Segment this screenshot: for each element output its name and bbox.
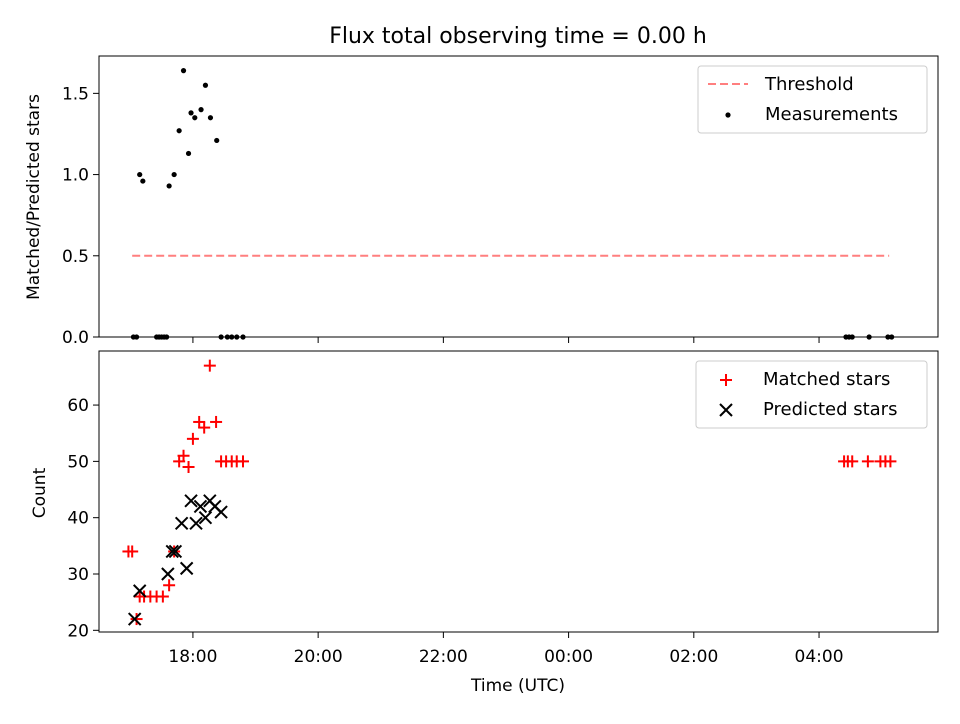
bottom-x-tick-label: 04:00 <box>795 647 844 667</box>
legend-matched-swatch <box>720 374 732 386</box>
measurement-point <box>166 183 172 189</box>
matched-star-point <box>156 590 169 603</box>
measurement-point <box>229 334 235 340</box>
predicted-star-point <box>189 516 203 531</box>
top-y-tick-label: 0.5 <box>62 247 89 267</box>
measurement-point <box>885 334 891 340</box>
top-y-tick-label: 0.0 <box>62 328 89 348</box>
matched-star-point <box>198 421 211 434</box>
matched-star-point <box>126 545 139 558</box>
predicted-star-point <box>127 612 142 626</box>
predicted-star-point <box>198 510 213 525</box>
top-legend: Threshold Measurements <box>697 65 928 134</box>
top-x-axis <box>192 337 820 343</box>
measurement-point <box>224 334 230 340</box>
matched-star-point <box>846 455 859 468</box>
measurement-point <box>137 171 143 178</box>
bottom-y-tick-label: 30 <box>67 565 89 585</box>
bottom-x-tick-label: 18:00 <box>168 647 217 667</box>
measurement-point <box>202 82 209 88</box>
measurement-point <box>198 107 204 113</box>
matched-star-point <box>237 455 250 468</box>
predicted-star-point <box>184 494 198 508</box>
measurement-point <box>185 150 192 157</box>
matched-star-point <box>163 579 176 592</box>
top-y-tick-label: 1.0 <box>62 166 89 186</box>
top-y-tick-label: 1.5 <box>62 84 89 104</box>
measurement-point <box>164 334 170 340</box>
matched-star-point <box>193 415 206 428</box>
predicted-star-point <box>168 544 183 559</box>
measurement-point <box>207 115 214 121</box>
matched-star-point <box>210 415 223 428</box>
matched-star-point <box>884 455 897 468</box>
top-panel: 0.0 0.5 1.0 1.5 Matched/Predicted stars Thr… <box>24 55 939 348</box>
predicted-star-point <box>193 499 208 514</box>
predicted-star-point <box>214 505 228 519</box>
matched-star-point <box>186 432 199 445</box>
measurement-point <box>866 334 872 340</box>
measurement-point <box>192 115 198 121</box>
bottom-legend-box <box>695 360 928 429</box>
matched-star-point <box>861 455 874 468</box>
bottom-panel: 20 30 40 50 60 18:00 20:00 22:00 00:00 02:00 04:0… <box>30 350 939 696</box>
legend-matched-label: Matched stars <box>763 369 890 390</box>
measurement-point <box>214 137 220 144</box>
measurement-point <box>240 334 246 340</box>
matched-star-point <box>130 613 143 626</box>
measurement-point <box>188 110 194 116</box>
legend-predicted-label: Predicted stars <box>763 399 897 420</box>
bottom-x-tick-label: 22:00 <box>419 647 468 667</box>
x-axis-label: Time (UTC) <box>470 676 565 696</box>
bottom-x-tick-label: 20:00 <box>294 647 343 667</box>
predicted-star-point <box>132 584 147 598</box>
bottom-x-tick-label: 00:00 <box>544 647 593 667</box>
legend-measurements-swatch <box>725 112 731 118</box>
legend-measurements-label: Measurements <box>765 104 898 125</box>
matched-star-point <box>203 359 216 372</box>
predicted-star-point <box>161 567 175 581</box>
top-legend-box <box>697 65 928 134</box>
bottom-x-axis: 18:00 20:00 22:00 00:00 02:00 04:00 <box>168 632 844 667</box>
bottom-legend: Matched stars Predicted stars <box>695 360 928 429</box>
matched-star-point <box>182 461 195 474</box>
measurement-point <box>180 68 187 74</box>
bottom-plot-frame <box>98 350 939 633</box>
legend-predicted-swatch <box>719 403 733 417</box>
predicted-star-point <box>165 544 179 559</box>
bottom-y-tick-label: 60 <box>67 396 89 416</box>
bottom-y-tick-label: 40 <box>67 509 89 529</box>
measurement-point <box>171 171 177 178</box>
measurement-point <box>140 178 146 184</box>
bottom-y-tick-label: 50 <box>67 452 89 472</box>
matched-stars-points <box>122 359 897 626</box>
measurement-point <box>849 334 855 340</box>
measurement-point <box>889 334 895 340</box>
top-y-axis: 0.0 0.5 1.0 1.5 <box>62 84 99 348</box>
top-y-axis-label: Matched/Predicted stars <box>24 94 44 300</box>
matched-star-point <box>177 449 190 462</box>
predicted-star-point <box>174 516 189 531</box>
top-plot-frame <box>98 55 939 338</box>
legend-threshold-label: Threshold <box>764 74 854 95</box>
measurement-point <box>234 334 240 340</box>
bottom-x-tick-label: 02:00 <box>669 647 718 667</box>
chart-title: Flux total observing time = 0.00 h <box>329 24 707 49</box>
predicted-stars-points <box>127 494 228 626</box>
measurement-point <box>218 334 224 340</box>
measurement-point <box>133 334 140 340</box>
measurement-point <box>176 128 182 134</box>
predicted-star-point <box>179 561 194 576</box>
measurement-points <box>130 68 895 340</box>
bottom-y-tick-label: 20 <box>67 621 89 641</box>
bottom-y-axis-label: Count <box>30 467 50 518</box>
bottom-y-axis: 20 30 40 50 60 <box>67 396 99 641</box>
